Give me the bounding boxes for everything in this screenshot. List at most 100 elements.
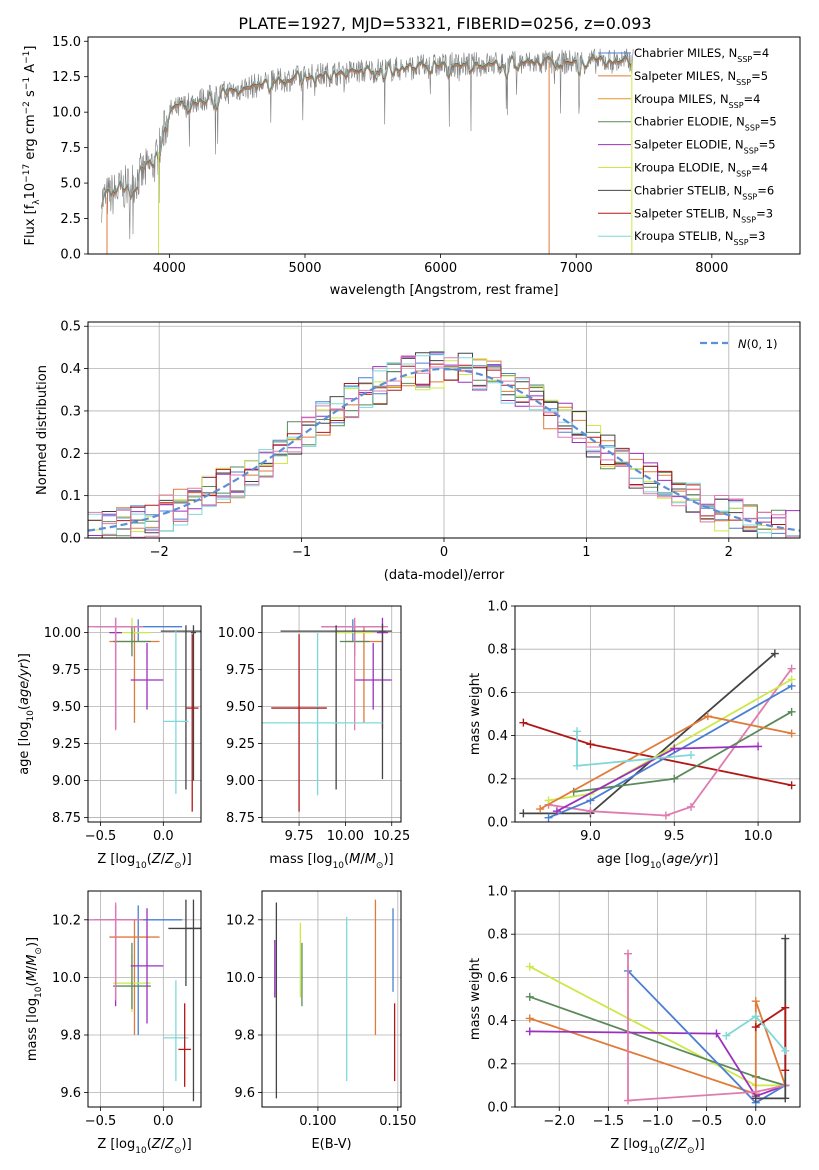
- plot-area: [274, 899, 396, 1099]
- weight-marker: [670, 774, 679, 783]
- x-tick-label: 0.0: [153, 1114, 174, 1129]
- legend-label-count: =4: [744, 92, 761, 106]
- axes-frame: [261, 605, 402, 823]
- legend-label-sub: SSP: [745, 123, 760, 132]
- x-tick-label: −0.5: [691, 1114, 723, 1129]
- label-segment: 10: [23, 183, 38, 200]
- weight-marker: [661, 811, 670, 820]
- plot-area: [101, 48, 634, 254]
- y-tick-label: 0.2: [487, 772, 508, 787]
- weight-marker: [586, 807, 595, 816]
- y-tick-label: 0.6: [487, 971, 508, 986]
- label-segment: Z: [664, 1137, 675, 1152]
- label-segment: Z: [151, 852, 162, 867]
- weight-marker: [787, 729, 796, 738]
- legend-label-sub: SSP: [736, 77, 751, 86]
- weight-marker: [624, 1096, 633, 1105]
- legend-label-count: =5: [760, 115, 777, 129]
- label-segment: Z [log: [97, 1137, 135, 1152]
- label-segment: −2: [22, 101, 32, 114]
- label-segment: 10: [34, 986, 44, 998]
- figure-title: PLATE=1927, MJD=53321, FIBERID=0256, z=0…: [238, 14, 651, 33]
- grid: [262, 891, 401, 1107]
- y-tick-label: 10.0: [226, 971, 255, 986]
- weight-line: [573, 711, 793, 793]
- y-tick-label: 15.0: [52, 35, 81, 50]
- legend-label: Chabrier MILES, NSSP=4: [634, 46, 769, 64]
- legend-label-args: (0, 1): [747, 337, 778, 351]
- label-segment: )]: [25, 937, 40, 947]
- label-segment: ⊙: [376, 861, 384, 871]
- label-segment: ]: [23, 46, 38, 51]
- y-tick-label: 0.4: [487, 729, 508, 744]
- label-segment: Z [log: [97, 852, 135, 867]
- y-axis-label: mass weight: [468, 673, 483, 755]
- weight-marker: [670, 744, 679, 753]
- legend-label-symbol: N: [738, 337, 747, 351]
- label-segment: −1: [22, 51, 32, 64]
- label-segment: λ: [32, 199, 42, 205]
- weight-marker: [525, 1027, 534, 1036]
- x-axis-label: Z [log10(Z/Z⊙)]: [610, 1137, 704, 1156]
- label-segment: erg cm: [23, 114, 38, 163]
- x-tick-label: 9.75: [285, 829, 314, 844]
- weight-marker: [781, 1046, 790, 1055]
- y-tick-label: 0.8: [487, 928, 508, 943]
- legend-label-sub: SSP: [741, 215, 756, 224]
- label-segment: M: [349, 852, 360, 867]
- legend-label-count: =6: [757, 183, 774, 197]
- plot-area: [88, 899, 201, 1102]
- y-tick-label: 0.6: [487, 686, 508, 701]
- y-axis-label: mass [log10(M/M⊙)]: [25, 937, 44, 1061]
- label-segment: /: [161, 852, 166, 867]
- weight-marker: [519, 718, 528, 727]
- panel-weight_vs_age: 9.0 9.5 10.0 0.0 0.2 0.4 0.6 0.8 1.0 mass weight a…: [468, 600, 801, 871]
- label-segment: (: [660, 1137, 665, 1152]
- weight-marker: [787, 664, 796, 673]
- y-axis-label: Flux [fλ10−17 erg cm−2 s−1 A−1]: [22, 46, 42, 246]
- plot-area: [519, 649, 796, 822]
- x-tick-label: −1.5: [593, 1114, 625, 1129]
- label-segment: −17: [22, 164, 32, 183]
- label-segment: 10: [333, 861, 345, 871]
- weight-line: [523, 721, 792, 787]
- x-axis-label: E(B-V): [311, 1137, 351, 1152]
- legend-label-name: Chabrier STELIB, N: [634, 183, 742, 197]
- axes-frame: [514, 605, 801, 823]
- label-segment: Z: [164, 852, 175, 867]
- y-tick-label: 0.1: [60, 489, 81, 504]
- weight-marker: [687, 751, 696, 760]
- label-segment: /: [674, 1137, 679, 1152]
- y-tick-label: 10.0: [52, 106, 81, 121]
- x-axis-label: (data-model)/error: [384, 568, 505, 583]
- x-axis-label: mass [log10(M/M⊙)]: [269, 852, 393, 871]
- y-tick-label: 9.8: [60, 1029, 81, 1044]
- label-segment: (: [344, 852, 349, 867]
- x-tick-label: 0.0: [153, 829, 174, 844]
- y-tick-label: 9.75: [52, 663, 81, 678]
- weight-marker: [525, 1014, 534, 1023]
- label-segment: s: [23, 90, 38, 101]
- weight-marker: [787, 781, 796, 790]
- weight-marker: [751, 1012, 760, 1021]
- label-segment: age [log: [597, 852, 650, 867]
- label-segment: age/yr: [17, 662, 32, 705]
- y-tick-label: 2.5: [60, 212, 81, 227]
- axes-frame: [87, 36, 801, 255]
- legend-label: Chabrier STELIB, NSSP=6: [634, 183, 774, 201]
- panel-mass_vs_ebv: 0.100 0.150 9.6 9.8 10.0 10.2 E(B-V): [226, 890, 416, 1152]
- y-tick-label: 10.00: [44, 626, 81, 641]
- label-segment: ⊙: [687, 1146, 695, 1156]
- label-segment: M: [25, 970, 40, 981]
- y-tick-label: 0.4: [487, 1014, 508, 1029]
- legend-label-count: =5: [751, 69, 768, 83]
- observed-spectrum: [101, 48, 634, 240]
- y-tick-label: 5.0: [60, 177, 81, 192]
- y-tick-label: 9.6: [60, 1086, 81, 1101]
- y-tick-label: 1.0: [487, 600, 508, 615]
- x-tick-label: 4000: [153, 261, 186, 276]
- grid: [515, 605, 800, 823]
- y-tick-label: 0.2: [487, 1057, 508, 1072]
- plot-area: [525, 934, 790, 1107]
